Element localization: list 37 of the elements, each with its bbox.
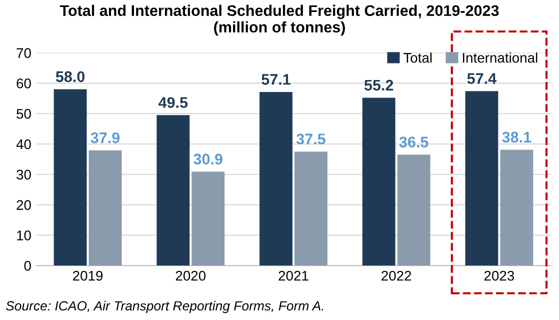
text: 37.5 bbox=[296, 134, 326, 144]
text: 30.9 bbox=[194, 154, 222, 164]
bar bbox=[500, 150, 534, 266]
text: 57.4 bbox=[467, 73, 496, 84]
text: 37.9 bbox=[90, 132, 120, 144]
bar bbox=[260, 92, 292, 266]
text: 57.1 bbox=[262, 74, 290, 85]
bar bbox=[362, 98, 396, 266]
chart-title: Total and International Scheduled Freight Carried, 2019-2023 (million of tonnes) bbox=[60, 4, 499, 36]
bar bbox=[156, 115, 190, 266]
text: 49.5 bbox=[158, 97, 188, 108]
y-tick-label: 70 bbox=[16, 48, 31, 58]
text: 58.0 bbox=[56, 71, 85, 82]
legend-label: Total bbox=[403, 52, 432, 63]
bar bbox=[192, 172, 225, 266]
bar bbox=[465, 91, 498, 266]
bar bbox=[397, 154, 430, 266]
bar bbox=[88, 150, 122, 266]
x-tick-label: 2020 bbox=[176, 270, 206, 281]
bar bbox=[294, 152, 328, 266]
y-tick-label: 10 bbox=[17, 230, 31, 240]
x-tick-label: 2023 bbox=[484, 270, 514, 281]
x-tick-label: 2022 bbox=[382, 270, 412, 281]
legend-label: International bbox=[462, 52, 538, 63]
text: 36.5 bbox=[399, 136, 428, 148]
y-tick-label: 60 bbox=[16, 78, 31, 88]
y-tick-label: 40 bbox=[16, 139, 31, 150]
x-tick-label: 2021 bbox=[278, 270, 308, 281]
x-tick-label: 2019 bbox=[73, 270, 103, 281]
y-tick-label: 20 bbox=[16, 200, 31, 210]
y-tick-label: 50 bbox=[16, 108, 31, 119]
text: 38.1 bbox=[502, 132, 532, 143]
text: 55.2 bbox=[364, 80, 394, 91]
y-tick-label: 0 bbox=[24, 260, 31, 271]
y-tick-label: 30 bbox=[16, 170, 31, 180]
bar bbox=[54, 89, 87, 266]
source-note: Source: ICAO, Air Transport Reporting Forms, Form A. bbox=[6, 300, 324, 314]
